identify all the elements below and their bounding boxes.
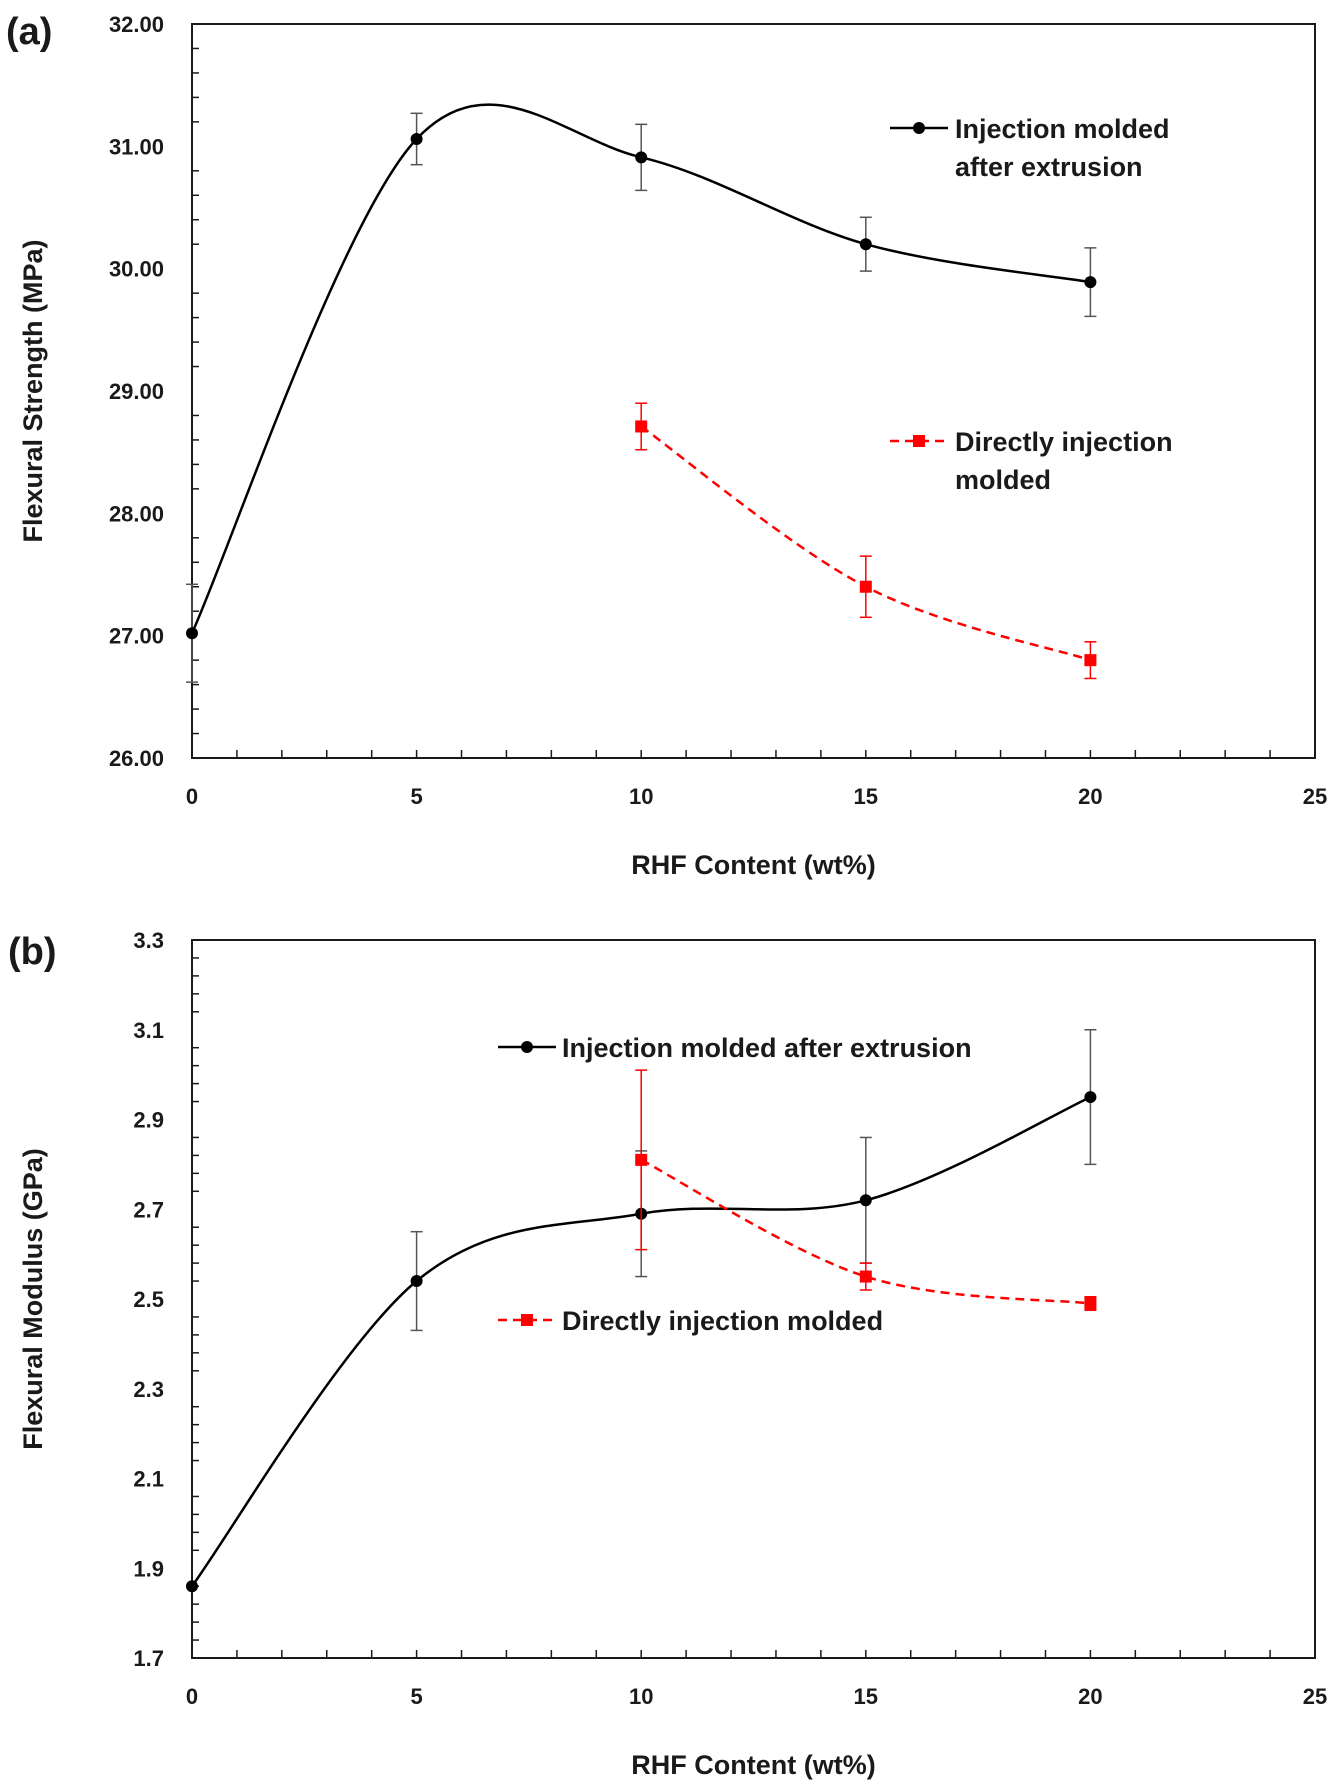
panel-label: (a)	[6, 11, 52, 53]
y-tick-label: 2.1	[133, 1467, 164, 1492]
data-point	[859, 1194, 872, 1207]
x-minor-ticks	[236, 1650, 1271, 1658]
y-tick-label: 32.00	[109, 12, 164, 37]
x-tick-label: 15	[854, 784, 878, 809]
legend-entry: Directly injection molded	[498, 1306, 883, 1336]
data-point	[635, 1153, 648, 1166]
x-tick-label: 0	[186, 784, 198, 809]
x-tick-label: 5	[410, 784, 422, 809]
y-tick-label: 2.9	[133, 1108, 164, 1133]
y-minor-ticks	[192, 957, 199, 1641]
y-tick-label: 1.7	[133, 1646, 164, 1671]
y-tick-label: 27.00	[109, 624, 164, 649]
legend-entry: Directly injection molded	[890, 427, 1173, 495]
x-tick-label: 0	[186, 1684, 198, 1709]
y-tick-label: 1.9	[133, 1556, 164, 1581]
y-minor-ticks	[192, 47, 199, 735]
x-tick-label: 5	[410, 1684, 422, 1709]
x-axis-title: RHF Content (wt%)	[631, 850, 875, 880]
series-directly-injection-molded	[635, 1069, 1097, 1311]
x-tick-label: 20	[1078, 1684, 1102, 1709]
data-point	[1084, 654, 1097, 667]
series-line	[190, 1095, 1091, 1587]
x-tick-label: 25	[1303, 1684, 1327, 1709]
plot-frame	[191, 23, 1316, 759]
y-tick-label: 29.00	[109, 379, 164, 404]
legend-marker	[521, 1314, 533, 1326]
data-point	[859, 580, 872, 593]
data-point	[186, 627, 198, 640]
data-point	[410, 132, 423, 145]
series-line	[640, 1158, 1091, 1305]
legend-label: Injection molded	[955, 114, 1170, 144]
series-injection-molded-after-extrusion	[186, 1029, 1097, 1593]
series-directly-injection-molded	[635, 402, 1097, 680]
panel-b-flexural-modulus: 1.7 1.9 2.1 2.3 2.5 2.7 2.9 3.1 3.3 0 5 10 15 20 25 RHF…	[8, 928, 1327, 1780]
legend-marker	[913, 435, 925, 447]
data-point	[859, 1270, 872, 1283]
plot-frame	[191, 939, 1316, 1659]
data-point	[635, 151, 648, 164]
y-tick-label: 3.3	[133, 928, 164, 953]
legend-marker	[521, 1041, 533, 1053]
legend-label: Directly injection	[955, 427, 1173, 457]
y-tick-label: 2.5	[133, 1287, 164, 1312]
x-tick-label: 10	[629, 784, 653, 809]
data-point	[1084, 276, 1097, 289]
y-axis-title: Flexural Strength (MPa)	[18, 239, 48, 542]
legend-entry: Injection molded after extrusion	[498, 1033, 972, 1063]
series-injection-molded-after-extrusion	[186, 103, 1097, 683]
panel-label: (b)	[8, 931, 57, 973]
y-tick-label: 2.3	[133, 1377, 164, 1402]
legend-label: Injection molded after extrusion	[562, 1033, 972, 1063]
data-point	[859, 238, 872, 251]
panel-a-flexural-strength: 26.00 27.00 28.00 29.00 30.00 31.00 32.00 0 5 10 1…	[6, 11, 1327, 880]
y-tick-label: 3.1	[133, 1018, 164, 1043]
data-point	[1084, 1091, 1097, 1104]
legend-label: molded	[955, 465, 1051, 495]
legend-marker	[913, 122, 925, 134]
x-tick-label: 20	[1078, 784, 1102, 809]
series-line	[190, 103, 1091, 634]
x-tick-label: 10	[629, 1684, 653, 1709]
x-axis-title: RHF Content (wt%)	[631, 1750, 875, 1780]
data-point	[186, 1580, 198, 1593]
y-axis-title: Flexural Modulus (GPa)	[18, 1148, 48, 1450]
y-tick-label: 28.00	[109, 501, 164, 526]
y-tick-label: 2.7	[133, 1197, 164, 1222]
legend-label: after extrusion	[955, 152, 1143, 182]
x-minor-ticks	[236, 750, 1271, 758]
y-tick-label: 30.00	[109, 257, 164, 282]
data-point	[410, 1275, 423, 1288]
x-tick-label: 15	[854, 1684, 878, 1709]
x-tick-label: 25	[1303, 784, 1327, 809]
y-tick-label: 26.00	[109, 746, 164, 771]
data-point	[635, 420, 648, 433]
legend-entry: Injection molded after extrusion	[890, 114, 1170, 182]
data-point	[1084, 1297, 1097, 1310]
legend-label: Directly injection molded	[562, 1306, 883, 1336]
y-tick-label: 31.00	[109, 134, 164, 159]
